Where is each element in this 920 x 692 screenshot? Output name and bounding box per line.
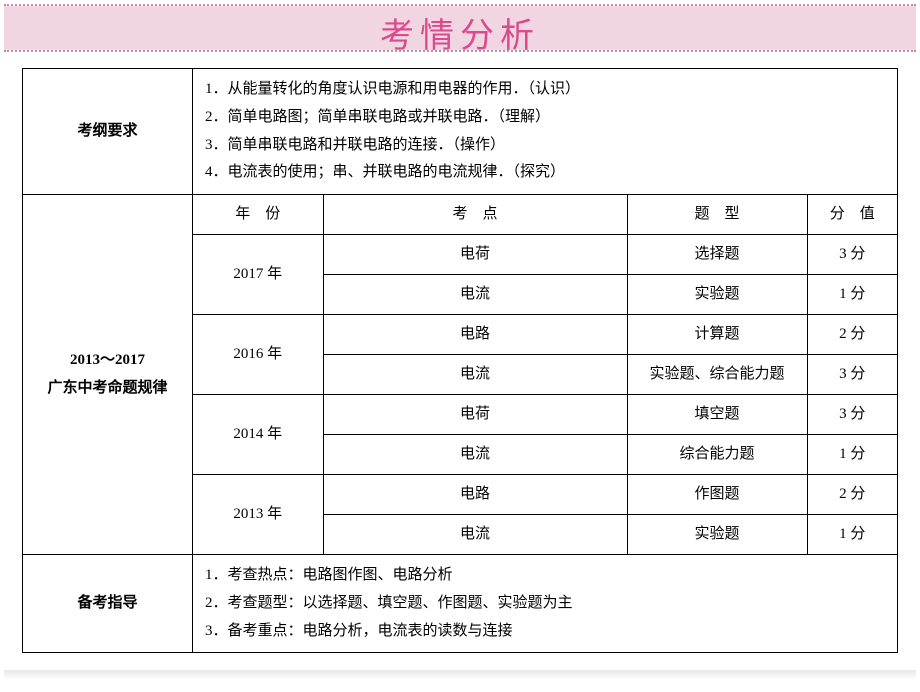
table-row-requirements: 考纲要求 1．从能量转化的角度认识电源和用电器的作用．（认识） 2．简单电路图；… xyxy=(23,69,898,195)
score-cell: 1 分 xyxy=(807,435,897,475)
type-cell: 选择题 xyxy=(627,235,807,275)
label-trends: 2013～2017 广东中考命题规律 xyxy=(23,195,193,555)
table-row-trends: 2013～2017 广东中考命题规律 年 份 考 点 题 型 分 值 2017 … xyxy=(23,195,898,555)
inner-header-row: 年 份 考 点 题 型 分 值 xyxy=(193,195,897,235)
point-cell: 电路 xyxy=(323,315,627,355)
year-cell: 2014 年 xyxy=(193,395,323,475)
score-cell: 3 分 xyxy=(807,235,897,275)
label-guidance: 备考指导 xyxy=(23,555,193,653)
point-cell: 电路 xyxy=(323,475,627,515)
req-item: 3．简单串联电路和并联电路的连接．（操作） xyxy=(205,132,885,160)
col-year-header: 年 份 xyxy=(193,195,323,235)
score-cell: 2 分 xyxy=(807,475,897,515)
type-cell: 综合能力题 xyxy=(627,435,807,475)
col-score-header: 分 值 xyxy=(807,195,897,235)
type-cell: 填空题 xyxy=(627,395,807,435)
guide-item: 3．备考重点：电路分析，电流表的读数与连接 xyxy=(205,618,885,646)
type-cell: 实验题 xyxy=(627,275,807,315)
table-row: 2013 年 电路 作图题 2 分 xyxy=(193,475,897,515)
page-title: 考情分析 xyxy=(0,8,920,57)
req-item: 4．电流表的使用；串、并联电路的电流规律．（探究） xyxy=(205,159,885,187)
type-cell: 实验题 xyxy=(627,515,807,555)
req-item: 1．从能量转化的角度认识电源和用电器的作用．（认识） xyxy=(205,76,885,104)
year-cell: 2016 年 xyxy=(193,315,323,395)
score-cell: 3 分 xyxy=(807,355,897,395)
year-cell: 2017 年 xyxy=(193,235,323,315)
year-cell: 2013 年 xyxy=(193,475,323,555)
req-item: 2．简单电路图；简单串联电路或并联电路．（理解） xyxy=(205,104,885,132)
header-border-top xyxy=(4,4,916,6)
bottom-shadow xyxy=(4,670,916,680)
type-cell: 作图题 xyxy=(627,475,807,515)
guide-item: 1．考查热点：电路图作图、电路分析 xyxy=(205,562,885,590)
score-cell: 2 分 xyxy=(807,315,897,355)
point-cell: 电流 xyxy=(323,355,627,395)
col-point-header: 考 点 xyxy=(323,195,627,235)
page-header: 考情分析 xyxy=(0,2,920,54)
type-cell: 实验题、综合能力题 xyxy=(627,355,807,395)
score-cell: 3 分 xyxy=(807,395,897,435)
content-guidance: 1．考查热点：电路图作图、电路分析 2．考查题型：以选择题、填空题、作图题、实验… xyxy=(193,555,898,653)
trends-line2: 广东中考命题规律 xyxy=(35,375,180,403)
point-cell: 电流 xyxy=(323,515,627,555)
label-requirements: 考纲要求 xyxy=(23,69,193,195)
score-cell: 1 分 xyxy=(807,515,897,555)
content-trends: 年 份 考 点 题 型 分 值 2017 年 电荷 选择题 3 分 电流 实验题… xyxy=(193,195,898,555)
trends-line1: 2013～2017 xyxy=(35,347,180,375)
content-requirements: 1．从能量转化的角度认识电源和用电器的作用．（认识） 2．简单电路图；简单串联电… xyxy=(193,69,898,195)
guide-item: 2．考查题型：以选择题、填空题、作图题、实验题为主 xyxy=(205,590,885,618)
point-cell: 电荷 xyxy=(323,395,627,435)
trends-inner-table: 年 份 考 点 题 型 分 值 2017 年 电荷 选择题 3 分 电流 实验题… xyxy=(193,195,897,554)
table-row: 2017 年 电荷 选择题 3 分 xyxy=(193,235,897,275)
analysis-table: 考纲要求 1．从能量转化的角度认识电源和用电器的作用．（认识） 2．简单电路图；… xyxy=(22,68,898,653)
table-row-guidance: 备考指导 1．考查热点：电路图作图、电路分析 2．考查题型：以选择题、填空题、作… xyxy=(23,555,898,653)
point-cell: 电荷 xyxy=(323,235,627,275)
point-cell: 电流 xyxy=(323,435,627,475)
table-row: 2014 年 电荷 填空题 3 分 xyxy=(193,395,897,435)
col-type-header: 题 型 xyxy=(627,195,807,235)
type-cell: 计算题 xyxy=(627,315,807,355)
table-row: 2016 年 电路 计算题 2 分 xyxy=(193,315,897,355)
point-cell: 电流 xyxy=(323,275,627,315)
score-cell: 1 分 xyxy=(807,275,897,315)
